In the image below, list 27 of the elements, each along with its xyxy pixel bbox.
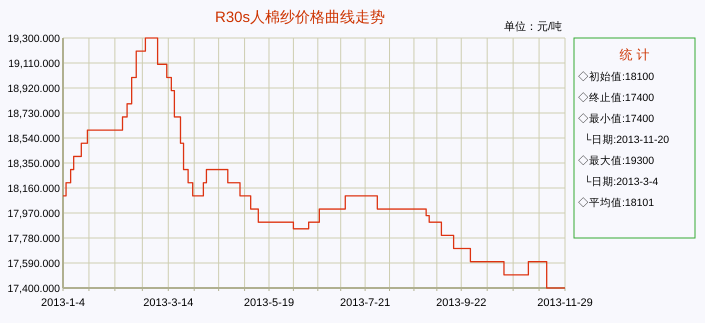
y-tick-label: 19,300.000 [7,33,60,45]
text: ◇终止值:17400 [578,91,654,104]
text: └日期:2013-3-4 [578,175,658,188]
x-tick-label: 2013-1-4 [40,297,86,309]
x-tick-label: 2013-9-22 [436,297,486,309]
y-tick-label: 17,400.000 [7,283,60,295]
y-tick-label: 18,920.000 [7,83,60,95]
x-tick-label: 2013-7-21 [340,297,390,309]
y-tick-label: 18,160.000 [7,183,60,195]
text: └日期:2013-11-20 [578,133,670,146]
x-tick-label: 2013-11-29 [537,297,593,309]
y-tick-label: 17,780.000 [7,233,60,245]
y-tick-label: 17,970.000 [7,208,60,220]
chart-title: R30s人棉纱价格曲线走势 [214,9,386,26]
y-tick-label: 18,350.000 [7,158,60,170]
x-tick-label: 2013-3-14 [143,297,194,309]
y-tick-label: 19,110.000 [8,58,60,70]
y-tick-label: 17,590.000 [7,258,60,270]
chart-subtitle: 单位：元/吨 [504,20,562,33]
text: ◇平均值:18101 [578,196,654,209]
y-tick-label: 18,540.000 [7,133,60,145]
text: 统 计 [620,47,650,62]
y-tick-label: 18,730.000 [7,108,60,120]
text: ◇最大值:19300 [578,154,654,167]
x-tick-label: 2013-5-19 [244,297,294,309]
text: ◇初始值:18100 [578,70,654,83]
text: ◇最小值:17400 [578,112,654,125]
